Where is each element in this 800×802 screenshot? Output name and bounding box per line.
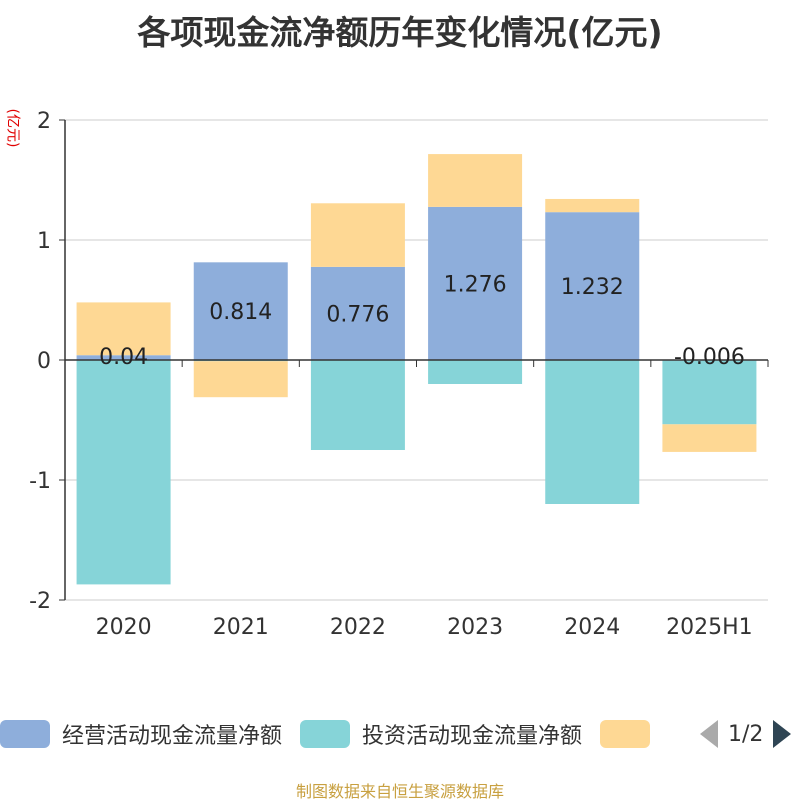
y-tick-label: -2 <box>29 589 51 614</box>
bar-investing-2023 <box>428 360 523 384</box>
bar-investing-2024 <box>545 360 640 504</box>
bar-operating-2024 <box>545 212 640 360</box>
legend-item-operating[interactable]: 经营活动现金流量净额 <box>0 718 282 750</box>
bar-third-2022 <box>310 203 405 267</box>
legend-swatch-operating <box>0 720 50 748</box>
x-tick-label: 2023 <box>447 615 503 640</box>
x-tick-label: 2020 <box>96 615 152 640</box>
bar-operating-2023 <box>428 206 523 360</box>
bar-third-2024 <box>545 198 640 213</box>
bar-operating-2021 <box>193 262 288 360</box>
bar-operating-2022 <box>310 266 405 360</box>
x-tick-label: 2021 <box>213 615 269 640</box>
data-label: -0.006 <box>674 345 745 370</box>
legend-page-indicator: 1/2 <box>728 721 764 747</box>
bar-third-2023 <box>428 154 523 207</box>
legend-item-financing[interactable] <box>600 720 662 748</box>
legend-item-investing[interactable]: 投资活动现金流量净额 <box>300 718 582 750</box>
chart-title: 各项现金流净额历年变化情况(亿元) <box>137 13 663 52</box>
prev-page-arrow-icon[interactable] <box>700 720 718 748</box>
data-source-note: 制图数据来自恒生聚源数据库 <box>295 782 504 801</box>
data-label: 0.814 <box>209 300 272 325</box>
data-label: 0.04 <box>99 345 148 370</box>
x-tick-label: 2024 <box>564 615 620 640</box>
data-label: 0.776 <box>326 302 389 327</box>
legend-label-investing: 投资活动现金流量净额 <box>362 724 583 749</box>
bar-third-2021 <box>193 361 288 398</box>
y-tick-label: -1 <box>29 469 51 494</box>
bar-investing-2020 <box>76 360 171 585</box>
y-tick-label: 2 <box>37 109 51 134</box>
legend-label-operating: 经营活动现金流量净额 <box>62 724 283 749</box>
bar-chart: 2 1 0 -1 -2 2020 2021 2022 2023 2024 2025H1 0.04 0.… <box>29 109 769 640</box>
legend: 经营活动现金流量净额 投资活动现金流量净额 1/2 <box>0 716 800 752</box>
x-tick-label: 2022 <box>330 615 386 640</box>
bar-third-2020 <box>76 302 171 356</box>
x-tick-label: 2025H1 <box>666 615 753 640</box>
next-page-arrow-icon[interactable] <box>773 720 792 748</box>
bar-investing-2022 <box>310 360 405 450</box>
bar-third-2025H1 <box>662 424 757 452</box>
bar-operating-2020 <box>76 355 171 360</box>
bar-investing-2025H1 <box>662 360 757 425</box>
legend-pager: 1/2 <box>700 716 792 752</box>
y-tick-label: 1 <box>37 229 51 254</box>
data-label: 1.232 <box>561 275 624 300</box>
y-tick-label: 0 <box>37 349 51 374</box>
legend-swatch-investing <box>300 720 351 748</box>
legend-swatch-third <box>600 720 651 748</box>
data-label: 1.276 <box>444 272 507 297</box>
